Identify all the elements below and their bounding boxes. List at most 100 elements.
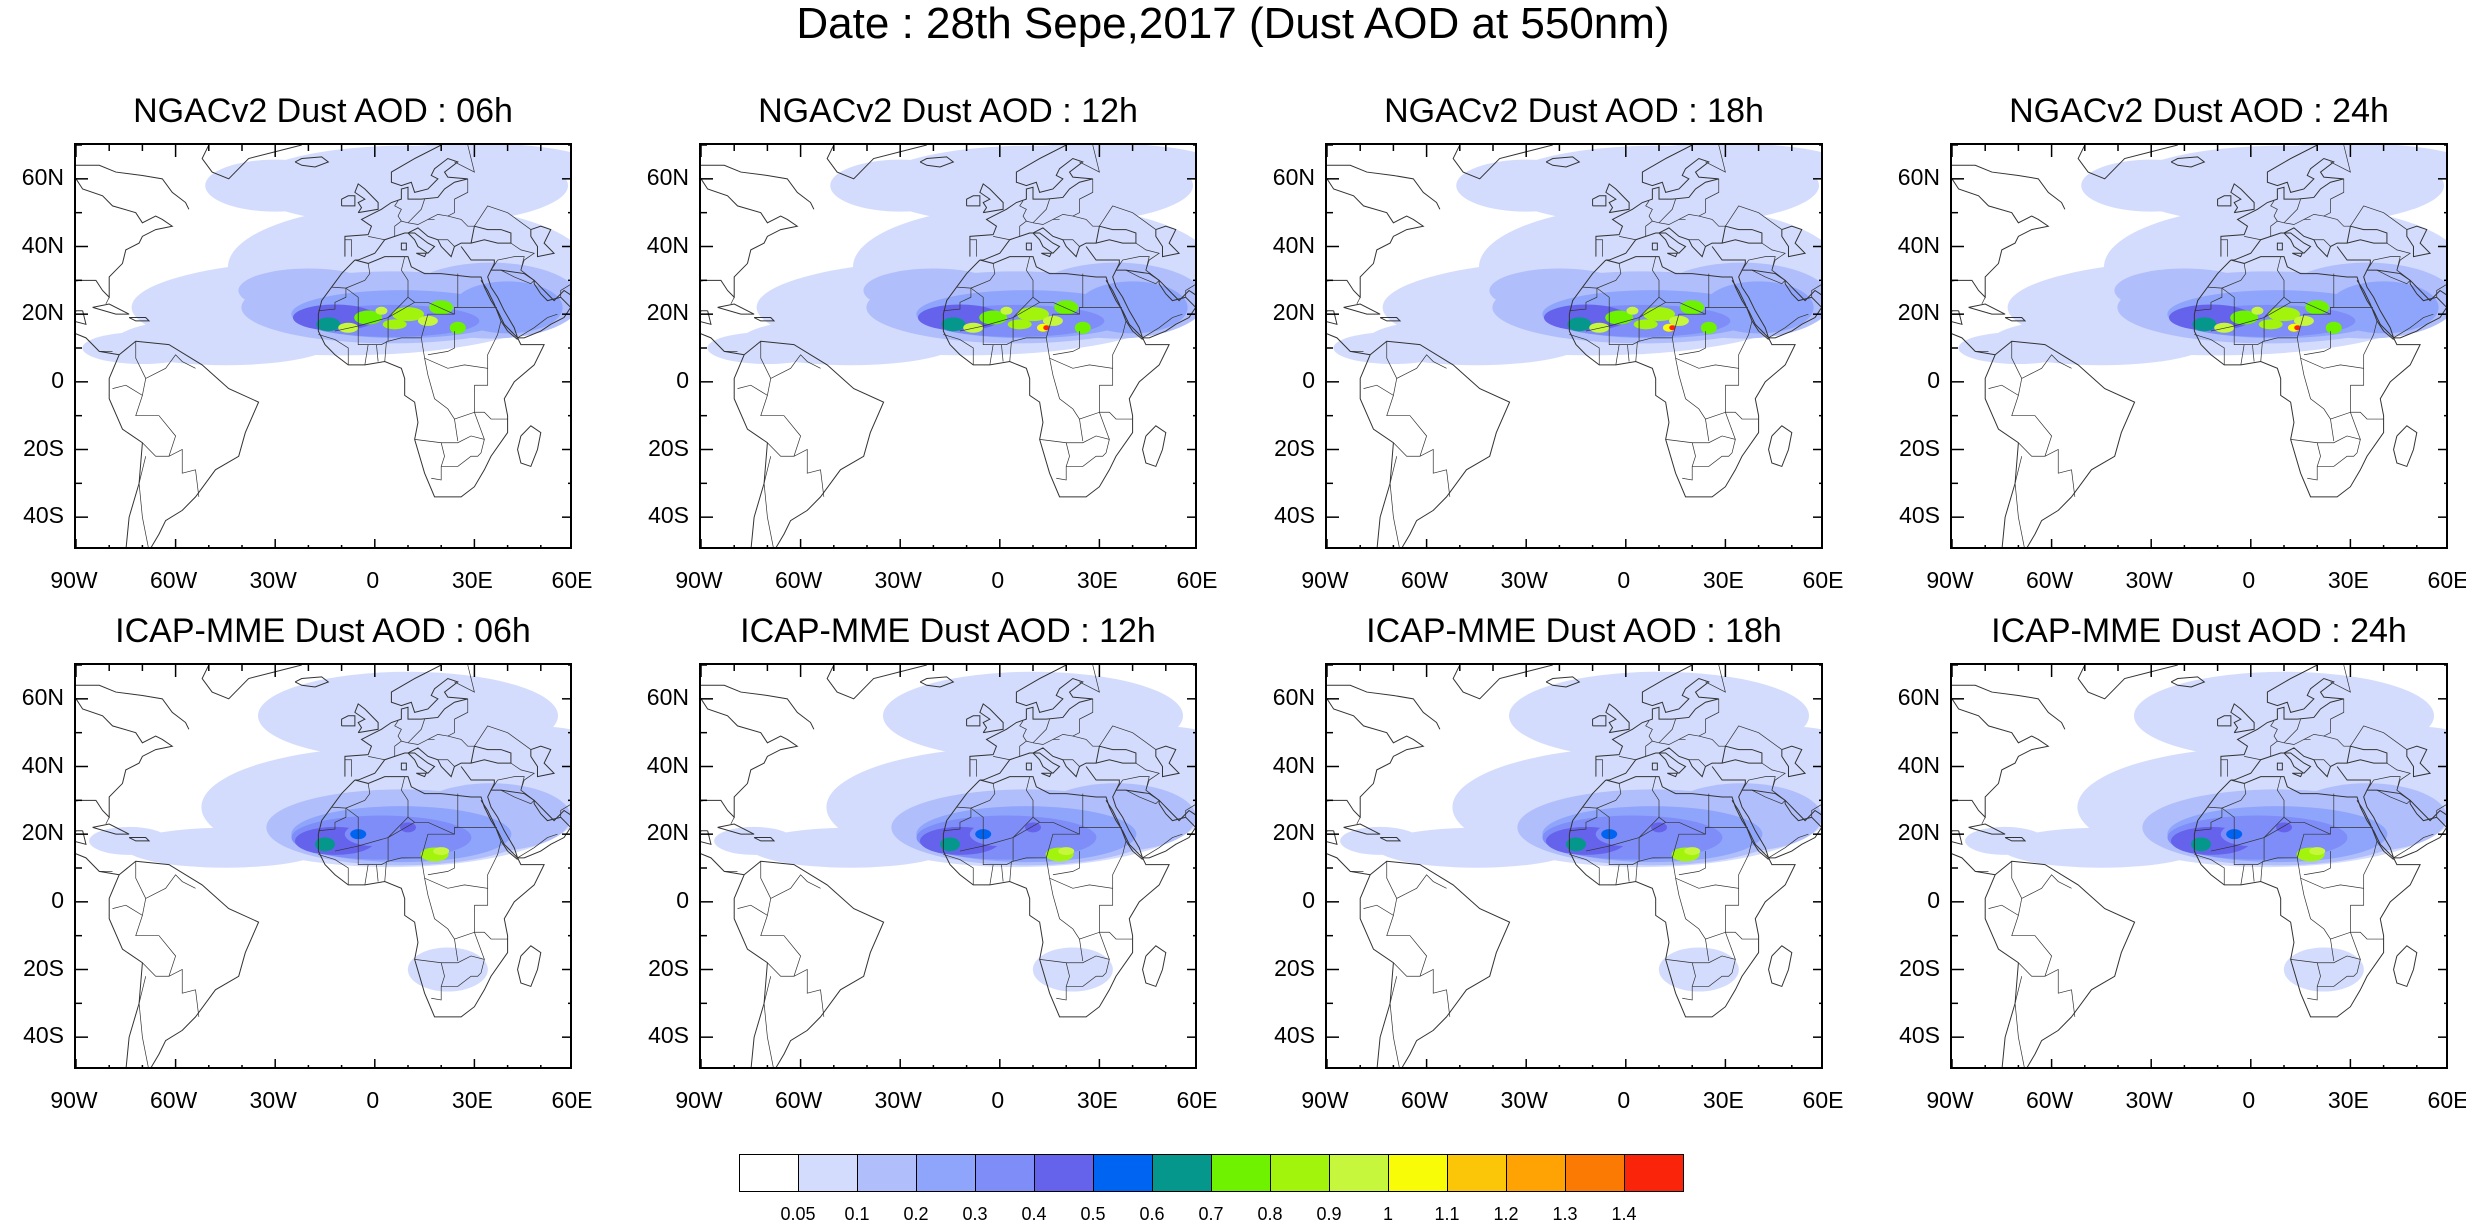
coastline <box>341 195 356 207</box>
coastlines <box>1952 665 2446 1067</box>
coastline <box>76 164 190 210</box>
lat-tick-label: 40S <box>23 502 64 529</box>
country-border <box>2436 804 2446 818</box>
country-border <box>105 297 110 305</box>
country-border <box>1569 854 1600 885</box>
lat-tick-label: 60N <box>1897 163 1940 190</box>
lon-tick-label: 90W <box>50 1087 98 1113</box>
aod-contour <box>1958 332 2079 364</box>
lat-tick-label: 40N <box>1897 751 1940 778</box>
aod-contour <box>2283 947 2364 992</box>
coastline <box>2406 225 2432 258</box>
coastline <box>1379 317 1402 322</box>
country-border <box>2014 976 2025 1067</box>
coastline <box>1379 837 1402 842</box>
lon-tick-label: 60E <box>1802 567 1844 593</box>
country-border <box>1001 344 1004 362</box>
coastline <box>1142 945 1167 988</box>
country-border <box>2330 418 2335 442</box>
coastline <box>1952 698 2050 876</box>
country-border <box>1596 263 1622 289</box>
country-border <box>364 864 369 885</box>
aod-contour <box>2191 837 2211 852</box>
lat-tick-label: 20S <box>1274 954 1315 981</box>
coastlines <box>76 665 570 1067</box>
map-canvas <box>1327 145 1821 547</box>
coastline <box>701 684 815 730</box>
coastline <box>76 830 87 846</box>
colorbar-swatch <box>857 1154 917 1192</box>
lon-tick-label: 60W <box>1400 567 1449 593</box>
country-border <box>989 864 994 885</box>
aod-contour <box>1651 822 1667 833</box>
country-border <box>142 874 196 916</box>
country-border <box>1012 301 1080 342</box>
colorbar-label: 0.3 <box>962 1204 988 1224</box>
country-border <box>943 334 974 365</box>
country-border <box>1651 776 1660 818</box>
country-border <box>1811 284 1821 298</box>
coastline <box>2230 225 2388 261</box>
country-border <box>1001 864 1004 882</box>
axis-ticks <box>701 145 1195 547</box>
coastline <box>354 183 379 214</box>
coastline <box>701 830 712 846</box>
coastline <box>2406 745 2432 778</box>
country-border <box>1135 242 1160 271</box>
country-border <box>1393 442 1451 497</box>
lon-tick-label: 0 <box>2242 1087 2256 1113</box>
country-border <box>384 341 387 362</box>
coastline <box>979 703 1004 734</box>
coastline <box>1085 766 1120 791</box>
lat-tick-label: 60N <box>646 163 689 190</box>
lat-tick-label: 40S <box>1899 1022 1940 1049</box>
dust-aod-shading <box>89 671 570 992</box>
lat-tick-label: 20S <box>23 954 64 981</box>
country-border <box>1645 200 1653 222</box>
coastline <box>76 178 174 356</box>
coastline <box>1105 800 1143 860</box>
country-border <box>1039 439 1070 481</box>
panel-title: ICAP-MME Dust AOD : 12h <box>740 612 1156 650</box>
coastline <box>201 145 302 180</box>
country-border <box>1678 331 1706 356</box>
country-border <box>1678 698 1720 740</box>
country-border <box>2393 833 2434 859</box>
country-border <box>474 888 489 906</box>
panel-title: ICAP-MME Dust AOD : 24h <box>1991 612 2407 650</box>
country-border <box>1596 807 1666 847</box>
country-border <box>2330 145 2351 173</box>
country-border <box>394 200 402 222</box>
coastline <box>354 745 512 781</box>
map-frame <box>74 663 572 1069</box>
map-canvas <box>76 665 570 1067</box>
coastline <box>294 156 330 168</box>
lat-tick-label: 0 <box>51 366 64 393</box>
lon-tick-label: 30E <box>1702 1087 1744 1113</box>
colorbar-label: 0.8 <box>1257 1204 1283 1224</box>
country-border <box>407 199 425 224</box>
coastline <box>2363 269 2446 339</box>
country-border <box>1671 840 1753 889</box>
colorbar-swatch <box>739 1154 799 1192</box>
coastline <box>460 246 495 271</box>
coastline <box>1359 340 1511 547</box>
country-border <box>447 735 475 747</box>
aod-contour <box>1668 315 1689 326</box>
coastline <box>2409 799 2446 822</box>
dust-aod-shading <box>1958 145 2446 366</box>
coastline <box>1968 303 2006 315</box>
country-border <box>345 807 415 847</box>
coastline <box>2004 837 2027 842</box>
country-border <box>1098 931 1133 960</box>
lat-tick-label: 20S <box>1899 954 1940 981</box>
country-border <box>1389 976 1400 1067</box>
country-border <box>1025 776 1034 818</box>
aod-contour <box>1658 947 1739 992</box>
coastline <box>1968 823 2006 835</box>
lon-tick-label: 60E <box>1802 1087 1844 1113</box>
coastlines <box>701 145 1195 547</box>
aod-contour <box>82 332 203 364</box>
country-border <box>1019 720 1027 742</box>
coastline <box>1738 789 1821 859</box>
